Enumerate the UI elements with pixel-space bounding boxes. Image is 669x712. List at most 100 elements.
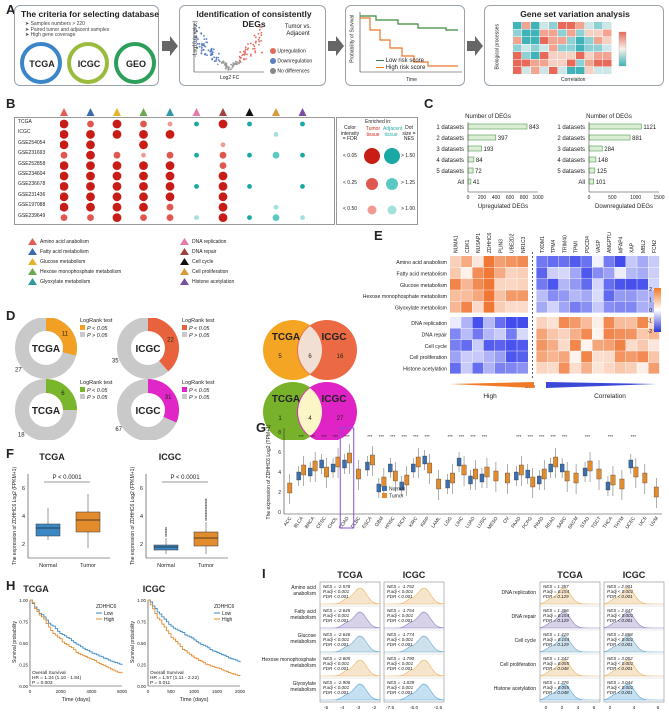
stat-label: FDR = 0.048: [543, 690, 569, 695]
stat-label: P.adj < 0.001: [323, 589, 350, 594]
dot: [194, 121, 199, 127]
stat-label: P.adj < 0.001: [607, 613, 634, 618]
legend-swatch: [80, 325, 85, 330]
heatmap-cell: [536, 301, 548, 313]
heatmap-cell: [450, 301, 461, 313]
volcano-point: [260, 39, 262, 42]
donut-nonsig-count: 18: [18, 433, 25, 439]
heatmap-cell: [637, 267, 648, 279]
stat-label: NES = 1.419: [543, 632, 569, 637]
heatmap-cell: [536, 267, 548, 279]
volcano-point: [249, 53, 252, 56]
dot: [300, 184, 305, 189]
heatmap-cell: [614, 301, 626, 313]
gsva-cell: [585, 37, 594, 44]
legend-dots: [364, 148, 400, 215]
plot-title: ICGC: [159, 452, 182, 462]
cancer-label: SKCM: [567, 516, 580, 531]
outlier: [205, 512, 207, 515]
significance-mark: ***: [528, 434, 534, 439]
volcano-point: [252, 43, 255, 46]
volcano-point: [234, 60, 237, 63]
dot: [300, 152, 305, 158]
dot: [218, 192, 228, 202]
ridge: [384, 611, 445, 629]
db-label-icgc: ICGC: [77, 59, 101, 69]
donut-label: TCGA: [32, 344, 60, 355]
donut-sig-count: 6: [61, 391, 65, 397]
volcano-point: [211, 51, 214, 54]
hr-label: HR = 1.57 (1.11 - 2.22): [150, 675, 199, 681]
heatmap-cell: [506, 328, 517, 340]
stat-label: P.adj < 0.001: [387, 589, 414, 594]
heatmap-cell: [614, 267, 626, 279]
dot: [112, 202, 122, 212]
bar-value: 148: [598, 158, 609, 164]
significance-mark: ***: [539, 434, 545, 439]
criteria-item: ➤ High gene coverage: [25, 32, 76, 38]
tick-label: 2000: [235, 689, 246, 694]
dot: [139, 192, 148, 202]
heatmap-cell: [494, 301, 506, 313]
arrow-right-icon: [467, 36, 483, 56]
bar-value: 84: [476, 158, 483, 164]
heatmap-cell: [592, 278, 604, 290]
gsva-cell: [567, 37, 576, 44]
venn-count: 5: [278, 354, 282, 360]
bar-value: 72: [475, 169, 482, 175]
correlation-label: Correlation: [594, 393, 626, 400]
gene-label: TPMI: [574, 241, 580, 253]
heatmap-cell: [614, 290, 626, 302]
tick-label: 6: [22, 486, 25, 492]
stat-label: FDR < 0.001: [607, 690, 633, 695]
dataset-label: GSE234604: [18, 170, 46, 177]
tick-label: 0: [467, 195, 470, 201]
heatmap-cell: [547, 278, 559, 290]
stat-label: NES = -1.839: [387, 680, 415, 685]
criteria-item: ➤ Paired tumor and adjacent samples: [25, 26, 110, 33]
tick-label: 1000: [630, 195, 641, 201]
p-nonsig-label: P > 0.05: [87, 333, 108, 339]
pathway-label: Fatty acid metabolism: [397, 271, 447, 277]
tumor-box: [370, 454, 375, 466]
stat-label: NES = -2.906: [323, 680, 351, 685]
triangle-icon: [180, 268, 189, 275]
outlier: [165, 533, 167, 536]
tick-label: 2: [22, 542, 25, 548]
gsva-cell: [594, 59, 603, 67]
volcano-point: [244, 48, 247, 51]
tumor-box: [312, 460, 318, 472]
legend-swatch: [80, 332, 85, 337]
correlation-heatmap: NUMA1 CDK1 NUSAP1 ZDHHC6 PLIN3 UBE2D2 NR1C3 TXD…: [363, 232, 661, 400]
tick-label: 0: [29, 689, 32, 694]
cancer-label: KIRC: [408, 515, 420, 528]
stat-label: NES = -1.774: [387, 632, 415, 637]
volcano-point: [201, 42, 203, 45]
colorbar-tick: -2: [648, 329, 653, 335]
stat-label: FDR < 0.001: [607, 594, 633, 599]
volcano-point: [244, 50, 247, 52]
volcano-point: [258, 29, 261, 31]
outlier: [205, 519, 207, 521]
dot: [273, 204, 279, 210]
heatmap-cell: [483, 351, 495, 363]
heatmap-cell: [536, 339, 548, 351]
dotplot-legend: Color intensity = FDR Enriched in: Tumor…: [336, 117, 418, 225]
volcano-point: [212, 48, 215, 51]
gene-label: NUSAP1: [476, 233, 482, 253]
outlier: [205, 504, 207, 507]
gsva-cell: [540, 37, 549, 44]
heatmap-cell: [506, 301, 517, 313]
venn-right-label: ICGC: [322, 332, 347, 343]
legend-swatch: [182, 332, 187, 337]
dataset-label: GSE239649: [18, 212, 46, 219]
volcano-point: [217, 52, 220, 55]
axis-title: Downregulated DEGs: [595, 204, 653, 210]
tumor-box: [287, 482, 293, 494]
stat-label: P.adj < 0.001: [607, 685, 634, 690]
ridge-frame: [383, 581, 445, 703]
volcano-point: [202, 49, 205, 51]
gsva-cell: [540, 52, 549, 59]
volcano-point: [249, 55, 252, 57]
dotplot: [60, 119, 305, 222]
